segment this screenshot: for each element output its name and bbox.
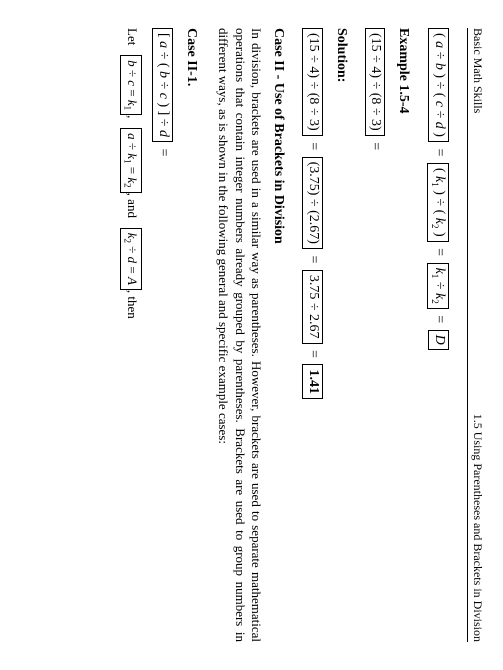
let-prefix: Let xyxy=(125,28,140,45)
case21-label: Case II-1. xyxy=(183,28,199,642)
case2-title: Case II - Use of Brackets in Division xyxy=(270,28,286,642)
equals-sign: = xyxy=(432,145,447,159)
general-equation-1: ( a ÷ b ) ÷ ( c ÷ d ) = ( k1 ) ÷ ( k2 ) … xyxy=(427,28,449,642)
header-right: 1.5 Using Parentheses and Brackets in Di… xyxy=(470,414,485,642)
eq3-c: 3.75 ÷ 2.67 xyxy=(302,270,323,344)
eq3-a: (15 ÷ 4) ÷ (8 ÷ 3) xyxy=(302,28,323,136)
page: Basic Math Skills 1.5 Using Parentheses … xyxy=(0,0,503,670)
equals-sign: = xyxy=(156,145,171,159)
case21-equation: [ a ÷ ( b ÷ c ) ] ÷ d = xyxy=(152,28,173,642)
equals-sign: = xyxy=(306,252,321,266)
let-box1: b ÷ c = k1 xyxy=(120,55,142,115)
let-box2: a ÷ k1 = k2 xyxy=(120,128,142,193)
eq4-lhs: [ a ÷ ( b ÷ c ) ] ÷ d xyxy=(152,28,173,142)
eq3-d: 1.41 xyxy=(302,364,323,399)
let-line: Let b ÷ c = k1, a ÷ k1 = k2, and k2 ÷ d … xyxy=(120,28,142,642)
solution-label: Solution: xyxy=(333,28,349,642)
let-box3: k2 ÷ d = A xyxy=(120,228,142,290)
equals-sign: = xyxy=(306,347,321,361)
example-equation: (15 ÷ 4) ÷ (8 ÷ 3) = xyxy=(365,28,386,642)
equals-sign: = xyxy=(306,139,321,153)
let-suffix: , then xyxy=(125,290,140,319)
eq1-rhs: k1 ÷ k2 xyxy=(427,263,449,309)
page-header: Basic Math Skills 1.5 Using Parentheses … xyxy=(467,28,485,642)
equals-sign: = xyxy=(432,312,447,326)
let-sep2: , and xyxy=(125,193,140,218)
example-label: Example 1.5-4 xyxy=(395,28,411,642)
eq2-lhs: (15 ÷ 4) ÷ (8 ÷ 3) xyxy=(365,28,386,136)
solution-equation: (15 ÷ 4) ÷ (8 ÷ 3) = (3.75) ÷ (2.67) = 3… xyxy=(302,28,323,642)
equals-sign: = xyxy=(432,245,447,259)
eq3-b: (3.75) ÷ (2.67) xyxy=(302,157,323,249)
eq1-lhs: ( a ÷ b ) ÷ ( c ÷ d ) xyxy=(428,28,449,142)
eq1-mid: ( k1 ) ÷ ( k2 ) xyxy=(427,163,449,242)
equals-sign: = xyxy=(368,139,383,153)
let-sep1: , xyxy=(125,115,140,118)
header-left: Basic Math Skills xyxy=(470,28,485,113)
case2-paragraph: In division, brackets are used in a simi… xyxy=(215,28,264,642)
eq1-final: D xyxy=(428,330,449,350)
